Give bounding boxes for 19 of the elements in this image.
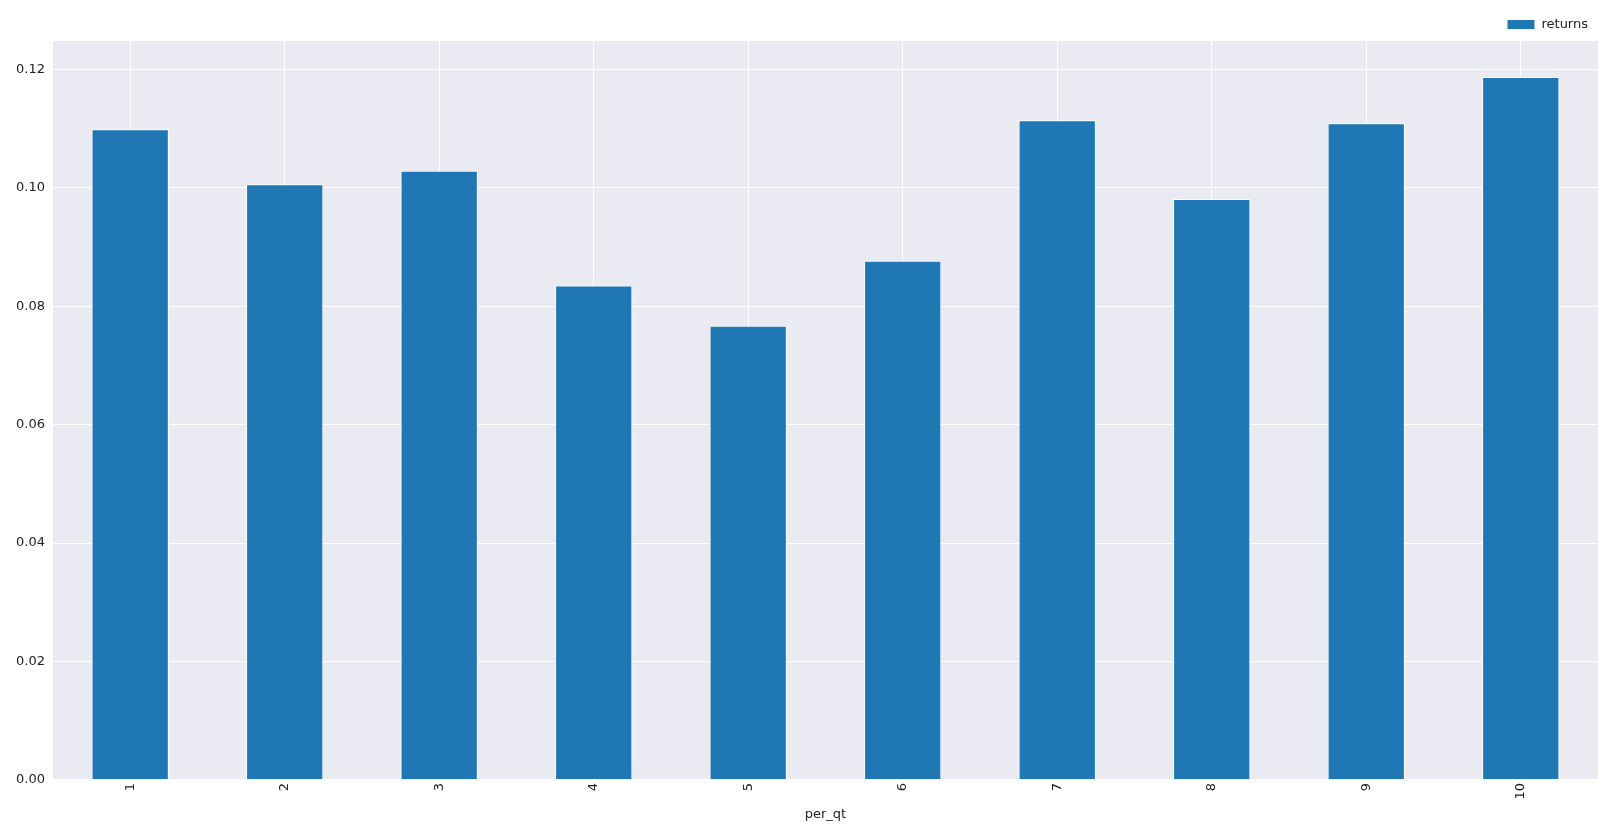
x-tick-label: 5 [739,782,755,792]
y-tick-label: 0.08 [15,297,45,313]
legend-label: returns [1541,15,1589,31]
x-tick-label: 8 [1203,782,1219,792]
x-tick-label: 3 [430,782,446,792]
x-tick-label: 2 [276,782,292,792]
x-tick-label: 1 [121,782,137,792]
y-tick-label: 0.12 [15,60,45,76]
y-tick-label: 0.00 [15,771,45,787]
x-axis-title: per_qt [804,805,847,821]
x-tick-label: 9 [1357,782,1373,792]
y-tick-label: 0.02 [15,652,45,668]
x-tick-label: 6 [894,782,910,792]
y-tick-label: 0.04 [15,534,45,550]
x-tick-label: 7 [1048,782,1064,792]
x-tick-label: 4 [585,782,601,792]
x-tick-label: 10 [1512,782,1528,800]
y-tick-label: 0.06 [15,416,45,432]
y-tick-label: 0.10 [15,179,45,195]
